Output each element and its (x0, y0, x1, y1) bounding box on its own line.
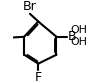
Text: B: B (68, 30, 76, 43)
Text: F: F (35, 71, 42, 83)
Text: OH: OH (71, 37, 88, 47)
Text: Br: Br (22, 0, 36, 13)
Text: OH: OH (71, 25, 88, 35)
